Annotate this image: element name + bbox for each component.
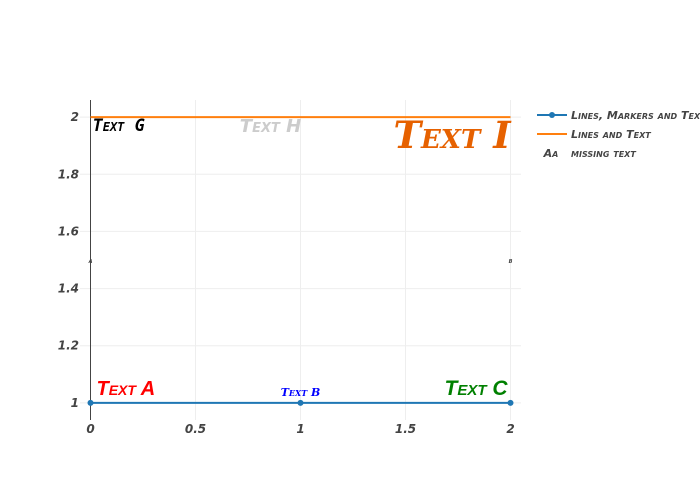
legend-item[interactable]: Lines, Markers and Text xyxy=(537,109,700,122)
data-label: a xyxy=(88,257,93,265)
y-tick-label: 1.6 xyxy=(58,224,79,238)
data-label: Text H xyxy=(240,116,301,137)
series-0: Text A Text B Text C xyxy=(87,377,514,406)
series-1: Text G Text H Text I xyxy=(90,113,512,157)
data-point xyxy=(507,399,514,406)
legend-label: missing text xyxy=(571,147,636,160)
x-tick-label: 1.5 xyxy=(395,422,416,436)
legend-item[interactable]: Lines and Text xyxy=(537,128,651,141)
y-tick-label: 2 xyxy=(71,110,79,124)
data-label: Text C xyxy=(445,377,509,400)
y-tick-label: 1 xyxy=(71,396,79,410)
y-tick-label: 1.4 xyxy=(58,282,79,296)
legend-label: Lines, Markers and Text xyxy=(571,109,700,122)
legend-text-symbol: Aa xyxy=(543,147,559,160)
data-label: Text B xyxy=(281,386,321,399)
axes: 0 0.5 1 1.5 2 1 1.2 1.4 1.6 1.8 2 xyxy=(58,100,515,436)
data-label: Text I xyxy=(393,113,512,157)
y-tick-label: 1.2 xyxy=(58,339,79,353)
legend-item[interactable]: Aa missing text xyxy=(543,147,637,160)
data-label: Text G xyxy=(93,116,145,136)
y-tick-label: 1.8 xyxy=(58,167,79,181)
x-tick-label: 0.5 xyxy=(185,422,206,436)
x-tick-label: 2 xyxy=(506,422,514,436)
legend-marker xyxy=(549,112,555,118)
data-label: Text A xyxy=(97,378,156,400)
legend[interactable]: Lines, Markers and Text Lines and Text Aa m… xyxy=(537,109,700,160)
data-label: b xyxy=(509,257,513,265)
legend-label: Lines and Text xyxy=(571,128,651,141)
data-point xyxy=(87,399,94,406)
data-point xyxy=(297,399,304,406)
x-tick-label: 1 xyxy=(296,422,304,436)
x-tick-label: 0 xyxy=(86,422,94,436)
